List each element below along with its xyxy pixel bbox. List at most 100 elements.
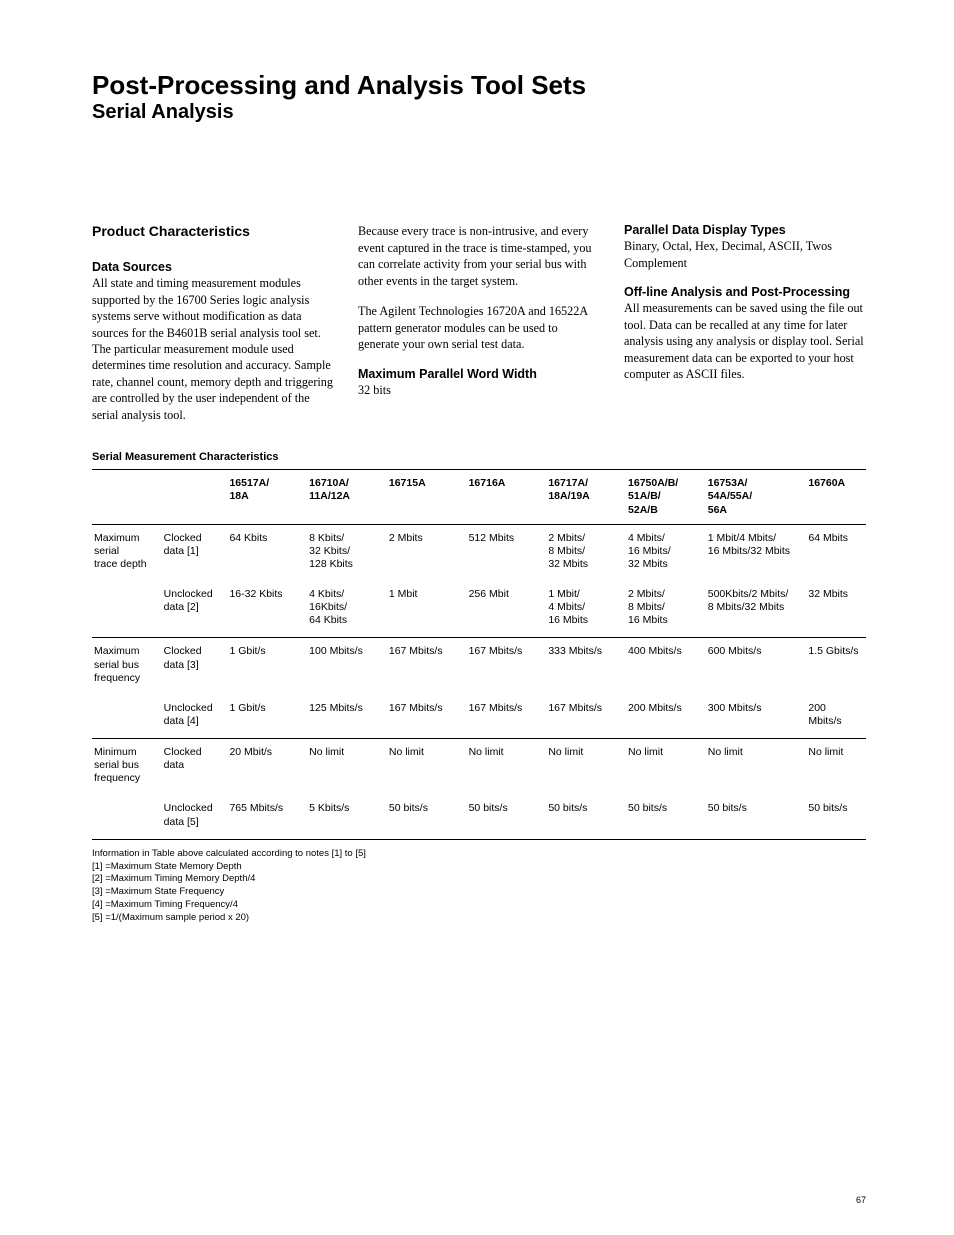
content-columns: Product Characteristics Data Sources All… [92, 223, 866, 423]
table-cell: 64 Mbits [806, 524, 866, 581]
table-cell: Clockeddata [162, 739, 228, 796]
column-3: Parallel Data Display Types Binary, Octa… [624, 223, 866, 423]
table-cell: 100 Mbits/s [307, 638, 387, 695]
page-number: 67 [856, 1195, 866, 1205]
table-note-line: [3] =Maximum State Frequency [92, 886, 866, 899]
table-cell: 50 bits/s [706, 795, 807, 839]
table-cell: 600 Mbits/s [706, 638, 807, 695]
table-cell [92, 795, 162, 839]
table-column-header: 16716A [467, 470, 547, 524]
table-column-header: 16753A/54A/55A/56A [706, 470, 807, 524]
table-cell: 50 bits/s [387, 795, 467, 839]
table-cell: Unclockeddata [4] [162, 695, 228, 739]
table-cell: 2 Mbits/8 Mbits/32 Mbits [546, 524, 626, 581]
table-column-header: 16710A/11A/12A [307, 470, 387, 524]
table-cell: 200 Mbits/s [806, 695, 866, 739]
table-cell: 300 Mbits/s [706, 695, 807, 739]
table-cell: Clockeddata [1] [162, 524, 228, 581]
table-cell: 1 Mbit/4 Mbits/16 Mbits [546, 581, 626, 638]
table-cell: No limit [706, 739, 807, 796]
table-cell [92, 695, 162, 739]
max-parallel-word-width-body: 32 bits [358, 382, 600, 398]
table-column-header: 16750A/B/51A/B/52A/B [626, 470, 706, 524]
table-cell: Minimumserial busfrequency [92, 739, 162, 796]
table-note-line: [1] =Maximum State Memory Depth [92, 861, 866, 874]
table-cell: 500Kbits/2 Mbits/8 Mbits/32 Mbits [706, 581, 807, 638]
page-title: Post-Processing and Analysis Tool Sets [92, 72, 866, 99]
table-cell: 50 bits/s [806, 795, 866, 839]
table-title: Serial Measurement Characteristics [92, 451, 866, 463]
table-cell: 5 Kbits/s [307, 795, 387, 839]
table-column-header: 16760A [806, 470, 866, 524]
table-column-header [92, 470, 162, 524]
table-cell: 20 Mbit/s [227, 739, 307, 796]
table-cell: 512 Mbits [467, 524, 547, 581]
table-cell: 32 Mbits [806, 581, 866, 638]
table-body: Maximumserialtrace depthClockeddata [1]6… [92, 524, 866, 839]
table-cell: 1 Gbit/s [227, 638, 307, 695]
column-1: Product Characteristics Data Sources All… [92, 223, 334, 423]
table-cell: 765 Mbits/s [227, 795, 307, 839]
table-column-header: 16715A [387, 470, 467, 524]
table-cell: 1 Mbit/4 Mbits/16 Mbits/32 Mbits [706, 524, 807, 581]
parallel-data-display-body: Binary, Octal, Hex, Decimal, ASCII, Twos… [624, 238, 866, 271]
table-cell: 50 bits/s [626, 795, 706, 839]
parallel-data-display-heading: Parallel Data Display Types [624, 223, 866, 238]
table-cell: 256 Mbit [467, 581, 547, 638]
table-cell: Maximumserial busfrequency [92, 638, 162, 695]
offline-analysis-body: All measurements can be saved using the … [624, 300, 866, 382]
table-head: 16517A/18A16710A/11A/12A16715A16716A1671… [92, 470, 866, 524]
table-cell: 4 Kbits/16Kbits/64 Kbits [307, 581, 387, 638]
table-row: Maximumserial busfrequencyClockeddata [3… [92, 638, 866, 695]
table-cell: Unclockeddata [2] [162, 581, 228, 638]
table-cell: 200 Mbits/s [626, 695, 706, 739]
data-sources-heading: Data Sources [92, 260, 334, 275]
table-cell: 333 Mbits/s [546, 638, 626, 695]
max-parallel-word-width-heading: Maximum Parallel Word Width [358, 367, 600, 382]
table-cell: 50 bits/s [467, 795, 547, 839]
table-note-line: Information in Table above calculated ac… [92, 848, 866, 861]
table-cell: 167 Mbits/s [467, 695, 547, 739]
table-cell: 4 Mbits/16 Mbits/32 Mbits [626, 524, 706, 581]
table-cell: 167 Mbits/s [467, 638, 547, 695]
table-row: Unclockeddata [4]1 Gbit/s125 Mbits/s167 … [92, 695, 866, 739]
table-cell: 50 bits/s [546, 795, 626, 839]
table-note-line: [2] =Maximum Timing Memory Depth/4 [92, 873, 866, 886]
table-cell: No limit [467, 739, 547, 796]
table-cell: 8 Kbits/32 Kbits/128 Kbits [307, 524, 387, 581]
table-row: Unclockeddata [2]16-32 Kbits4 Kbits/16Kb… [92, 581, 866, 638]
data-sources-body: All state and timing measurement modules… [92, 275, 334, 423]
table-cell: No limit [307, 739, 387, 796]
spec-table: 16517A/18A16710A/11A/12A16715A16716A1671… [92, 469, 866, 839]
page-subtitle: Serial Analysis [92, 101, 866, 123]
table-cell: 125 Mbits/s [307, 695, 387, 739]
table-row: Minimumserial busfrequencyClockeddata20 … [92, 739, 866, 796]
product-characteristics-heading: Product Characteristics [92, 223, 334, 240]
table-cell: 2 Mbits/8 Mbits/16 Mbits [626, 581, 706, 638]
table-cell: No limit [546, 739, 626, 796]
table-cell: No limit [626, 739, 706, 796]
table-note-line: [5] =1/(Maximum sample period x 20) [92, 912, 866, 925]
table-cell: Unclockeddata [5] [162, 795, 228, 839]
table-cell: Clockeddata [3] [162, 638, 228, 695]
table-column-header: 16517A/18A [227, 470, 307, 524]
table-cell: 2 Mbits [387, 524, 467, 581]
table-cell: 64 Kbits [227, 524, 307, 581]
table-cell: Maximumserialtrace depth [92, 524, 162, 581]
table-cell: 1 Mbit [387, 581, 467, 638]
col2-para-1: Because every trace is non-intrusive, an… [358, 223, 600, 289]
table-note-line: [4] =Maximum Timing Frequency/4 [92, 899, 866, 912]
table-row: Unclockeddata [5]765 Mbits/s5 Kbits/s50 … [92, 795, 866, 839]
table-cell: 1 Gbit/s [227, 695, 307, 739]
table-cell: 167 Mbits/s [387, 695, 467, 739]
col2-para-2: The Agilent Technologies 16720A and 1652… [358, 303, 600, 352]
table-cell: No limit [387, 739, 467, 796]
table-cell: 167 Mbits/s [387, 638, 467, 695]
table-cell: No limit [806, 739, 866, 796]
table-cell [92, 581, 162, 638]
table-row: Maximumserialtrace depthClockeddata [1]6… [92, 524, 866, 581]
table-cell: 16-32 Kbits [227, 581, 307, 638]
table-column-header: 16717A/18A/19A [546, 470, 626, 524]
table-column-header [162, 470, 228, 524]
table-cell: 167 Mbits/s [546, 695, 626, 739]
